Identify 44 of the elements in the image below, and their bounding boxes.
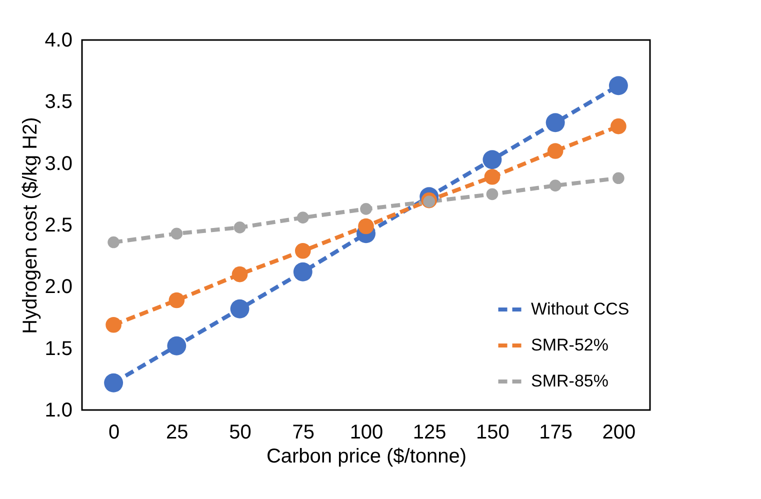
point bbox=[108, 236, 120, 248]
x-tick-label: 50 bbox=[229, 422, 252, 444]
x-tick-label: 175 bbox=[539, 422, 573, 444]
x-tick-label: 200 bbox=[602, 422, 636, 444]
x-tick-label: 25 bbox=[166, 422, 188, 444]
point bbox=[234, 222, 246, 234]
legend-label: Without CCS bbox=[531, 300, 630, 318]
x-tick-label: 125 bbox=[412, 422, 446, 444]
point bbox=[612, 172, 624, 184]
point bbox=[482, 150, 502, 170]
y-tick-label: 4.0 bbox=[44, 30, 72, 52]
y-tick-label: 3.5 bbox=[44, 91, 72, 114]
point bbox=[486, 188, 498, 200]
point bbox=[296, 212, 309, 224]
point bbox=[358, 218, 374, 234]
point bbox=[360, 203, 372, 215]
y-tick-label: 3.0 bbox=[44, 152, 72, 175]
point bbox=[168, 292, 185, 308]
point bbox=[547, 143, 564, 159]
x-tick-label: 150 bbox=[476, 422, 510, 444]
point bbox=[230, 299, 250, 318]
x-tick-label: 0 bbox=[108, 422, 120, 444]
point bbox=[549, 180, 562, 192]
point bbox=[170, 228, 183, 240]
point bbox=[610, 118, 626, 134]
point bbox=[293, 262, 312, 282]
point bbox=[104, 373, 124, 392]
x-tick-label: 75 bbox=[292, 422, 315, 444]
point bbox=[608, 76, 628, 96]
legend-label: SMR-52% bbox=[531, 336, 608, 354]
point bbox=[167, 336, 186, 356]
legend-label: SMR-85% bbox=[531, 372, 608, 390]
point bbox=[106, 317, 122, 333]
point bbox=[294, 243, 311, 259]
x-axis-title: Carbon price ($/tonne) bbox=[266, 446, 467, 468]
point bbox=[232, 266, 248, 282]
y-axis-title: Hydrogen cost ($/kg H2) bbox=[20, 117, 42, 334]
y-tick-label: 1.5 bbox=[44, 338, 72, 360]
point bbox=[546, 113, 565, 132]
y-tick-label: 2.5 bbox=[44, 214, 72, 236]
y-tick-label: 1.0 bbox=[44, 400, 72, 422]
y-tick-label: 2.0 bbox=[44, 276, 72, 298]
point bbox=[484, 169, 500, 185]
x-tick-label: 100 bbox=[350, 422, 384, 444]
